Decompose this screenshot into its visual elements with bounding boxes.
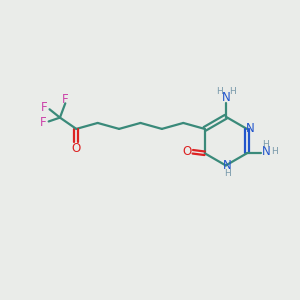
Text: H: H (224, 169, 231, 178)
Text: N: N (221, 92, 230, 104)
Text: N: N (246, 122, 255, 134)
Text: H: H (229, 87, 236, 96)
Text: N: N (262, 145, 271, 158)
Text: H: H (216, 87, 223, 96)
Text: F: F (62, 93, 69, 106)
Text: H: H (271, 147, 278, 156)
Text: O: O (72, 142, 81, 155)
Text: H: H (262, 140, 269, 149)
Text: N: N (223, 159, 232, 172)
Text: O: O (182, 145, 191, 158)
Text: F: F (40, 116, 46, 130)
Text: F: F (41, 101, 47, 114)
